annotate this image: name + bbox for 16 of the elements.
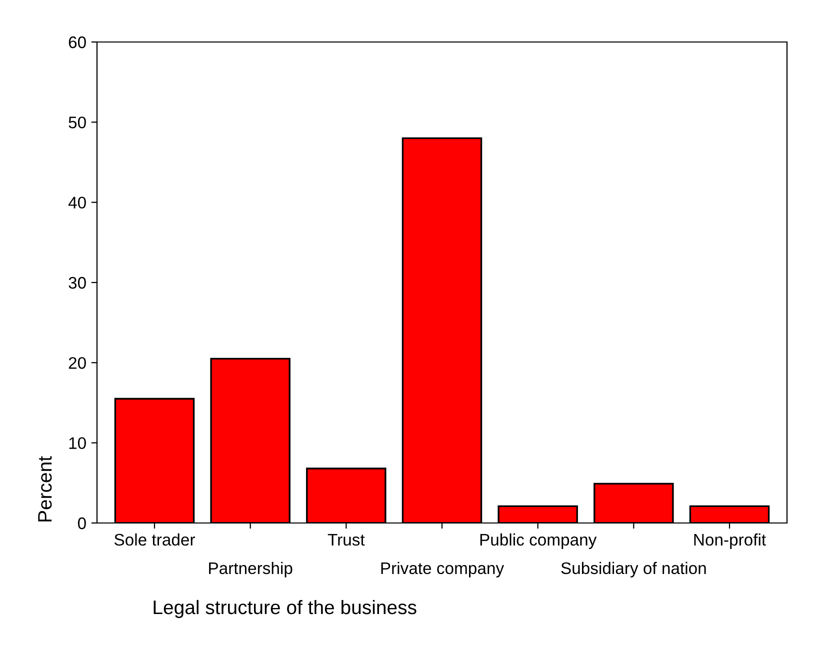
y-tick-label: 40	[68, 196, 86, 209]
y-tick-label: 60	[68, 36, 86, 48]
x-axis-title: Legal structure of the business	[154, 600, 416, 618]
y-tick-label: 50	[68, 116, 86, 128]
y-tick-label: 20	[68, 357, 86, 369]
y-axis-title: Percent	[38, 456, 52, 522]
y-tick-label: 10	[69, 437, 86, 450]
y-tick-label: 0	[78, 517, 86, 530]
y-tick-label: 30	[68, 276, 86, 289]
x-tick-label: Non-profit	[694, 533, 766, 549]
x-tick-label: Private company	[381, 562, 504, 578]
x-tick-label: Sole trader	[114, 533, 195, 546]
x-tick-label: Subsidiary of nation	[561, 562, 706, 578]
x-tick-label: Trust	[328, 534, 365, 546]
x-tick-label: Partnership	[209, 562, 292, 578]
x-tick-label: Public company	[480, 533, 597, 549]
